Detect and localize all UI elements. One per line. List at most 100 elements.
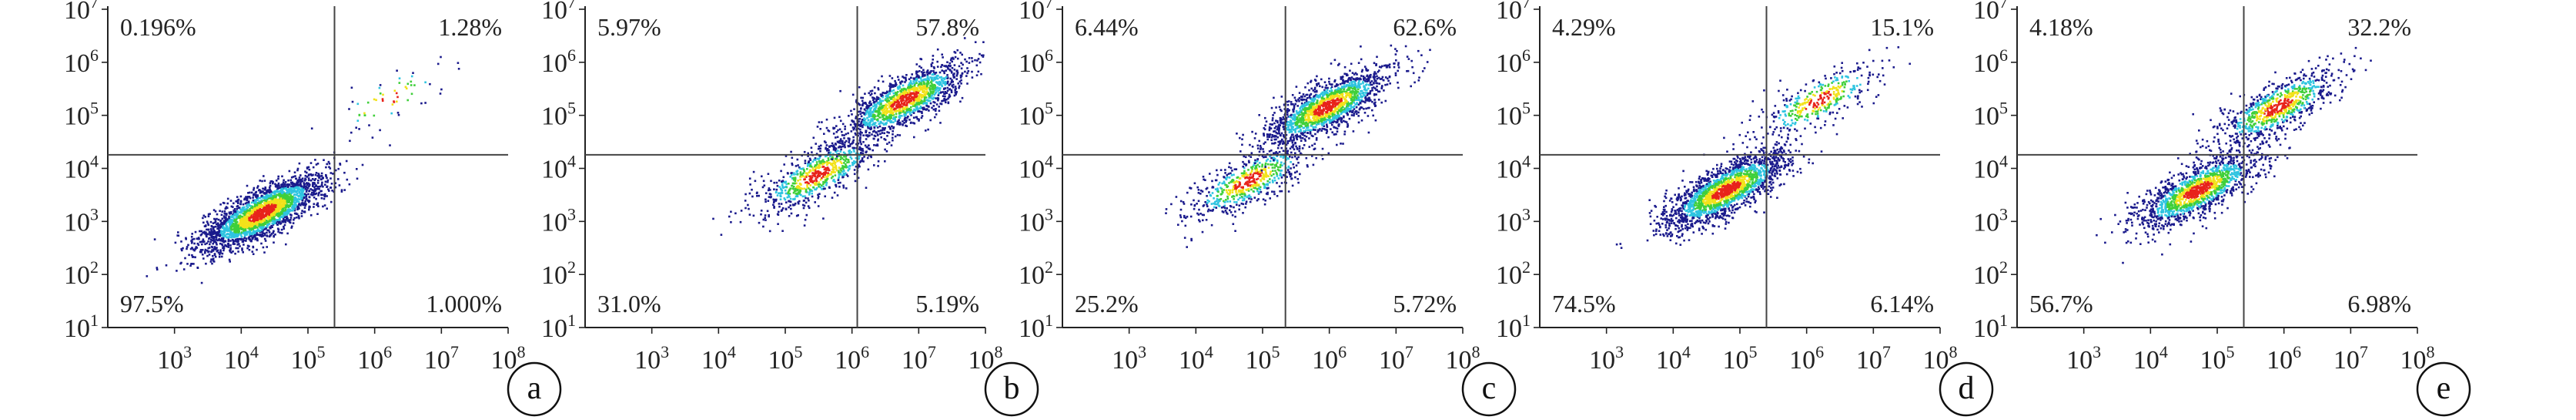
- event-dot: [872, 99, 875, 101]
- event-dot: [294, 206, 296, 208]
- event-dot: [852, 128, 855, 131]
- event-dot: [312, 183, 314, 186]
- event-dot: [744, 207, 747, 210]
- event-dot: [876, 133, 879, 136]
- event-dot: [869, 112, 871, 115]
- event-dot: [752, 170, 755, 173]
- event-dot: [952, 83, 955, 86]
- event-dot: [212, 260, 216, 263]
- event-dot: [958, 80, 962, 83]
- event-dot: [239, 208, 242, 211]
- event-dot: [943, 72, 945, 75]
- event-dot: [207, 215, 210, 217]
- event-dot: [769, 193, 772, 196]
- event-dot: [286, 183, 288, 186]
- event-dot: [942, 82, 945, 84]
- event-dot: [284, 221, 286, 223]
- event-dot: [844, 152, 846, 155]
- event-dot: [901, 80, 904, 83]
- event-dot: [932, 98, 935, 100]
- event-dot: [857, 142, 860, 145]
- event-dot: [772, 203, 774, 207]
- event-dot: [839, 181, 841, 184]
- event-dot: [225, 225, 228, 227]
- event-dot: [304, 174, 307, 177]
- event-dot: [246, 199, 248, 202]
- event-dot: [270, 225, 273, 227]
- event-dot: [245, 222, 248, 225]
- event-dot: [284, 185, 287, 188]
- event-dot: [901, 102, 903, 105]
- event-dot: [941, 53, 943, 56]
- event-dot: [231, 216, 233, 218]
- event-dot: [848, 164, 851, 167]
- event-dot: [262, 197, 265, 199]
- event-dot: [290, 190, 293, 193]
- event-dot: [873, 126, 875, 129]
- event-dot: [912, 112, 915, 114]
- event-dot: [289, 189, 291, 192]
- event-dot: [909, 80, 912, 82]
- event-dot: [218, 230, 221, 234]
- event-dot: [279, 210, 283, 213]
- event-dot: [935, 72, 938, 74]
- event-dot: [209, 220, 212, 223]
- event-dot: [216, 249, 219, 252]
- event-dot: [204, 251, 206, 254]
- event-dot: [241, 227, 243, 230]
- event-dot: [207, 228, 210, 231]
- event-dot: [825, 126, 828, 129]
- event-dot: [866, 156, 869, 160]
- event-dot: [935, 97, 937, 99]
- event-dot: [219, 233, 222, 236]
- event-dot: [206, 242, 208, 245]
- event-dot: [291, 225, 293, 228]
- event-dot: [838, 186, 841, 188]
- event-dot: [244, 197, 246, 200]
- event-dot: [276, 210, 279, 213]
- event-dot: [819, 160, 822, 163]
- event-dot: [907, 86, 909, 89]
- event-dot: [934, 87, 937, 89]
- event-dot: [827, 173, 829, 176]
- event-dot: [832, 166, 835, 169]
- event-dot: [882, 109, 885, 111]
- event-dot: [250, 212, 253, 215]
- event-dot: [253, 227, 256, 229]
- event-dot: [878, 109, 881, 112]
- event-dot: [186, 246, 189, 248]
- event-dot: [834, 146, 836, 150]
- panel-label-letter: b: [1004, 371, 1020, 406]
- event-dot: [296, 179, 299, 182]
- event-dot: [293, 189, 296, 192]
- event-dot: [237, 223, 240, 226]
- event-dot: [209, 260, 212, 263]
- event-dot: [232, 223, 235, 225]
- event-dot: [859, 123, 862, 126]
- event-dot: [246, 232, 248, 234]
- event-dot: [219, 253, 221, 256]
- event-dot: [900, 90, 902, 93]
- event-dot: [804, 218, 807, 221]
- event-dot: [270, 210, 273, 213]
- event-dot: [808, 175, 811, 177]
- event-dot: [851, 113, 853, 116]
- event-dot: [918, 99, 922, 101]
- event-dot: [869, 109, 871, 112]
- event-dot: [237, 240, 239, 243]
- event-dot: [912, 96, 915, 99]
- event-dot: [308, 200, 311, 202]
- event-dot: [946, 66, 949, 69]
- event-dot: [864, 92, 866, 95]
- event-dot: [869, 115, 872, 117]
- event-dot: [908, 109, 910, 112]
- event-dot: [818, 160, 821, 163]
- event-dot: [982, 55, 985, 58]
- event-dot: [216, 225, 219, 227]
- event-dot: [229, 222, 233, 225]
- event-dot: [283, 187, 286, 190]
- event-dot: [283, 218, 285, 220]
- event-dot: [915, 79, 918, 82]
- event-dot: [797, 164, 799, 166]
- event-dot: [249, 191, 251, 194]
